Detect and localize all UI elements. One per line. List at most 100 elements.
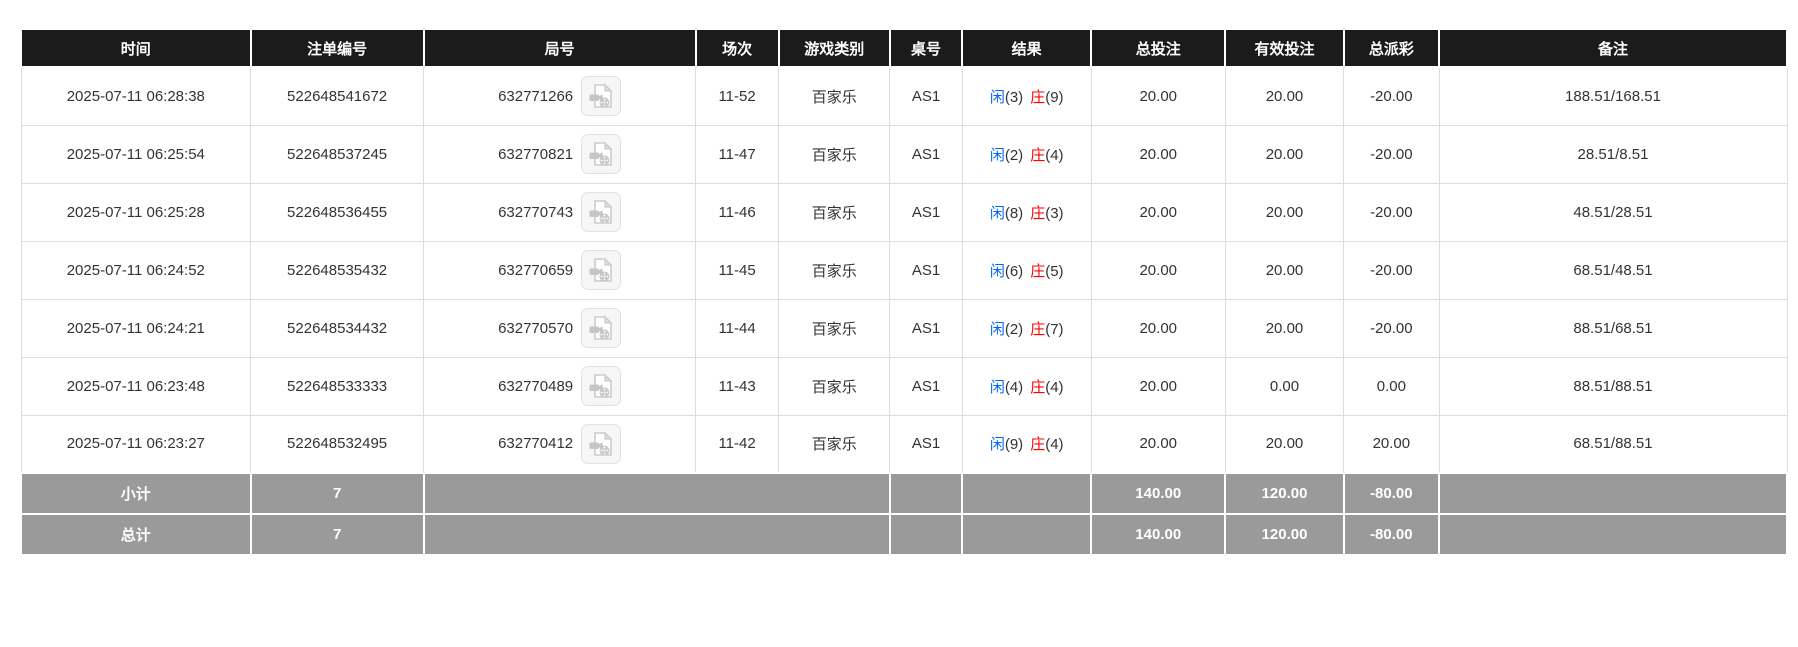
bet-id-cell: 522648535432	[250, 240, 425, 300]
game-type-cell: 百家乐	[778, 356, 891, 416]
banker-result-label: 庄	[1030, 88, 1046, 106]
banker-result-label: 庄	[1030, 204, 1046, 222]
payout-cell: -20.00	[1343, 182, 1440, 242]
table-row: 2025-07-11 06:24:52 522648535432 6327706…	[20, 240, 1788, 300]
valid-bet-cell: 20.00	[1224, 66, 1345, 126]
banker-score: (4)	[1045, 378, 1064, 396]
banker-result-label: 庄	[1030, 436, 1046, 454]
payout-cell: -20.00	[1343, 240, 1440, 300]
table-no-cell: AS1	[889, 356, 963, 416]
video-replay-button[interactable]	[581, 250, 622, 290]
table-row: 2025-07-11 06:25:54 522648537245 6327708…	[20, 124, 1788, 184]
time-cell: 2025-07-11 06:25:28	[20, 182, 252, 242]
result-cell: 闲(4) 庄(4)	[961, 356, 1092, 416]
remark-cell: 68.51/88.51	[1438, 414, 1788, 474]
video-replay-button[interactable]	[581, 134, 622, 174]
player-result-label: 闲	[989, 88, 1005, 106]
result-cell: 闲(3) 庄(9)	[961, 66, 1092, 126]
banker-result-label: 庄	[1030, 146, 1046, 164]
total-bet-cell[interactable]: 20.00	[1090, 356, 1226, 416]
game-type-cell: 百家乐	[778, 124, 891, 184]
time-cell: 2025-07-11 06:28:38	[20, 66, 252, 126]
video-replay-button[interactable]	[581, 192, 622, 232]
table-row: 2025-07-11 06:24:21 522648534432 6327705…	[20, 298, 1788, 358]
round-number: 632771266	[498, 87, 574, 105]
subtotal-total-bet: 140.00	[1090, 472, 1227, 515]
player-score: (8)	[1004, 204, 1024, 222]
player-result-label: 闲	[989, 262, 1005, 280]
total-valid-bet: 120.00	[1224, 513, 1345, 556]
payout-cell: 20.00	[1343, 414, 1440, 474]
video-replay-button[interactable]	[581, 423, 622, 464]
round-cell: 632770412	[423, 414, 697, 474]
round-cell: 632770489	[423, 356, 697, 416]
total-bet-cell[interactable]: 20.00	[1090, 414, 1226, 474]
total-bet-cell[interactable]: 20.00	[1090, 240, 1226, 300]
table-no-cell: AS1	[889, 66, 963, 126]
total-total-bet: 140.00	[1090, 513, 1227, 556]
video-replay-button[interactable]	[581, 76, 622, 117]
total-bet-cell[interactable]: 20.00	[1090, 182, 1226, 242]
valid-bet-cell: 0.00	[1224, 356, 1345, 416]
banker-score: (5)	[1045, 262, 1064, 280]
remark-cell: 88.51/68.51	[1438, 298, 1788, 358]
subtotal-count: 7	[249, 472, 425, 515]
banker-result-label: 庄	[1030, 262, 1046, 280]
time-cell: 2025-07-11 06:23:27	[20, 414, 252, 474]
session-cell: 11-44	[695, 298, 780, 358]
video-file-icon	[589, 257, 613, 282]
subtotal-label: 小计	[20, 472, 252, 515]
banker-result-label: 庄	[1030, 320, 1046, 338]
session-cell: 11-52	[695, 66, 780, 126]
payout-cell: -20.00	[1343, 66, 1440, 126]
total-bet-cell[interactable]: 20.00	[1090, 66, 1226, 126]
session-cell: 11-42	[695, 414, 780, 474]
table-no-cell: AS1	[889, 414, 963, 474]
video-replay-button[interactable]	[581, 308, 622, 348]
video-replay-button[interactable]	[581, 366, 622, 406]
player-result-label: 闲	[989, 436, 1005, 454]
table-row: 2025-07-11 06:23:27 522648532495 6327704…	[20, 414, 1788, 474]
player-result-label: 闲	[989, 320, 1005, 338]
bet-id-cell: 522648537245	[250, 124, 425, 184]
payout-cell: -20.00	[1343, 124, 1440, 184]
game-type-cell: 百家乐	[778, 182, 891, 242]
valid-bet-cell: 20.00	[1224, 414, 1345, 474]
table-no-cell: AS1	[889, 298, 963, 358]
result-cell: 闲(2) 庄(7)	[961, 298, 1092, 358]
valid-bet-cell: 20.00	[1224, 240, 1345, 300]
valid-bet-cell: 20.00	[1224, 182, 1345, 242]
banker-result-label: 庄	[1030, 378, 1046, 396]
banker-score: (4)	[1045, 436, 1064, 454]
bet-id-cell: 522648533333	[250, 356, 425, 416]
table-no-cell: AS1	[889, 240, 963, 300]
subtotal-spacer	[888, 472, 964, 515]
game-type-cell: 百家乐	[778, 414, 891, 474]
col-header-time: 时间	[20, 28, 252, 68]
col-header-result: 结果	[961, 28, 1093, 68]
subtotal-row: 小计 7 140.00 120.00 -80.00	[20, 472, 1788, 515]
col-header-remark: 备注	[1438, 28, 1788, 68]
total-bet-cell[interactable]: 20.00	[1090, 298, 1226, 358]
subtotal-payout: -80.00	[1342, 472, 1441, 515]
table-header-row: 时间 注单编号 局号 场次 游戏类别 桌号 结果 总投注 有效投注 总派彩 备注	[20, 28, 1788, 68]
video-file-icon	[589, 431, 613, 456]
time-cell: 2025-07-11 06:24:52	[20, 240, 252, 300]
total-bet-cell[interactable]: 20.00	[1090, 124, 1226, 184]
banker-score: (3)	[1045, 204, 1064, 222]
total-label: 总计	[20, 513, 252, 556]
remark-cell: 48.51/28.51	[1438, 182, 1788, 242]
col-header-payout: 总派彩	[1342, 28, 1441, 68]
bet-id-cell: 522648534432	[250, 298, 425, 358]
result-cell: 闲(6) 庄(5)	[961, 240, 1092, 300]
video-file-icon	[589, 199, 613, 224]
round-number: 632770821	[498, 145, 574, 163]
player-score: (4)	[1004, 378, 1024, 396]
total-row: 总计 7 140.00 120.00 -80.00	[20, 513, 1788, 556]
col-header-bet-id: 注单编号	[249, 28, 425, 68]
banker-score: (4)	[1045, 146, 1064, 164]
col-header-table-no: 桌号	[888, 28, 964, 68]
player-result-label: 闲	[989, 378, 1005, 396]
subtotal-spacer	[1438, 472, 1788, 515]
round-cell: 632770743	[423, 182, 697, 242]
